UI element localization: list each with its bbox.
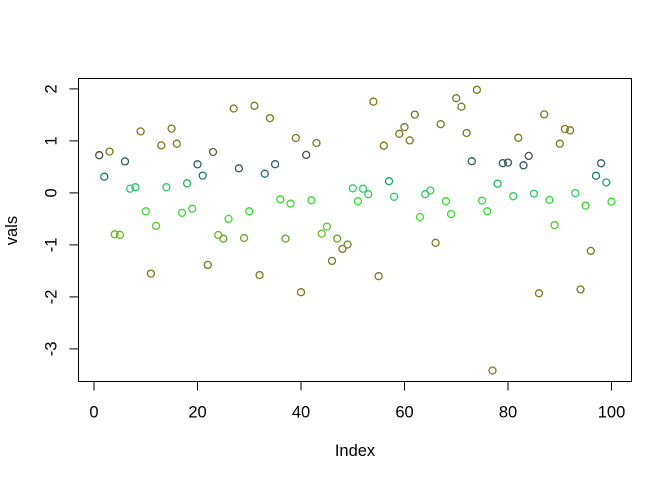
svg-text:60: 60	[395, 404, 413, 422]
svg-text:40: 40	[292, 404, 310, 422]
svg-text:-2: -2	[42, 290, 60, 305]
svg-text:vals: vals	[3, 216, 21, 245]
svg-text:0: 0	[89, 404, 98, 422]
svg-text:2: 2	[42, 84, 60, 93]
svg-text:1: 1	[42, 136, 60, 145]
svg-text:Index: Index	[335, 442, 376, 460]
svg-text:20: 20	[188, 404, 206, 422]
svg-text:100: 100	[598, 404, 626, 422]
svg-text:-3: -3	[42, 342, 60, 357]
svg-text:80: 80	[499, 404, 517, 422]
svg-text:0: 0	[42, 188, 60, 197]
svg-text:-1: -1	[42, 238, 60, 253]
